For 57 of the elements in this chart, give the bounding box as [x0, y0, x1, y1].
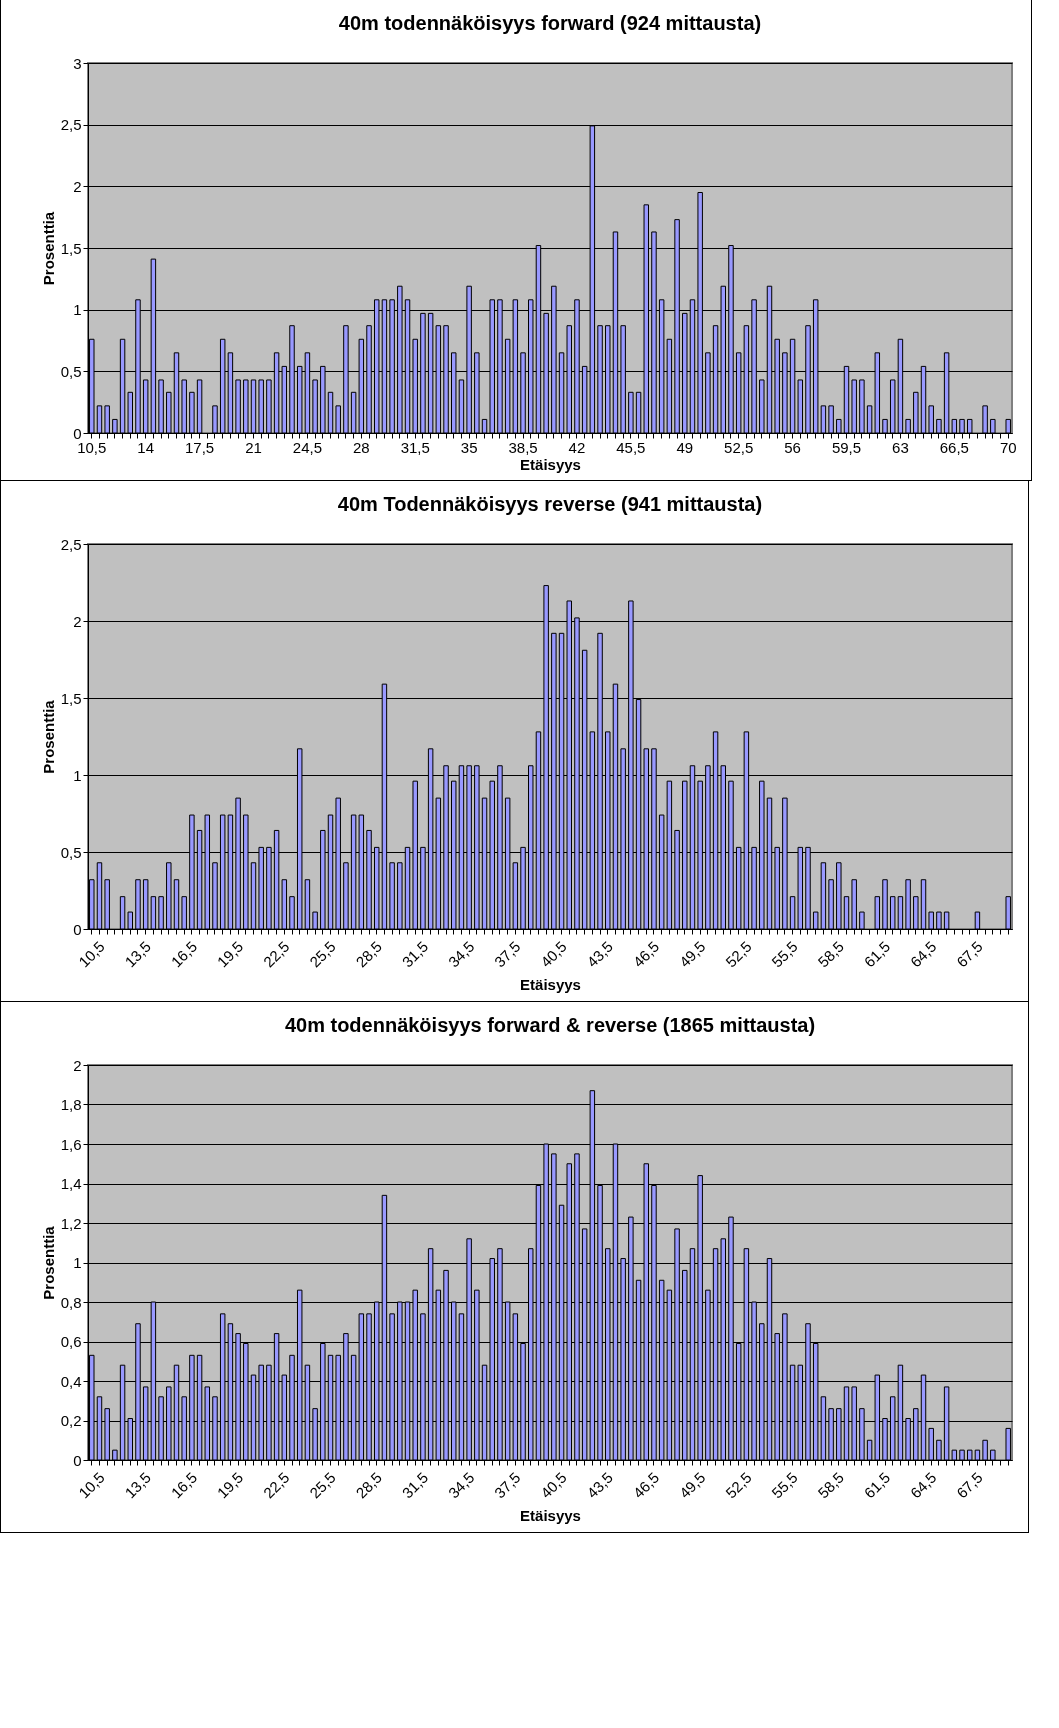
- y-tick-label: 1,5: [60, 239, 82, 257]
- y-tick-label: 2: [73, 1056, 82, 1074]
- x-tick-label: 66,5: [939, 438, 969, 456]
- y-tick-label: 0: [73, 1451, 82, 1469]
- y-tick-label: 0,2: [60, 1412, 82, 1429]
- y-tick-label: 0: [73, 920, 82, 938]
- x-tick-label: 52,5: [724, 438, 754, 456]
- x-tick-label: 42: [568, 438, 586, 456]
- y-tick-label: 0,4: [60, 1372, 82, 1390]
- x-tick-label: 24,5: [292, 438, 323, 456]
- x-tick-label: 14: [137, 438, 155, 456]
- x-tick-label: 40,5: [537, 937, 570, 971]
- y-tick-label: 3: [73, 54, 82, 72]
- x-tick-label: 31,5: [400, 438, 430, 456]
- x-tick-label: 59,5: [831, 438, 862, 456]
- y-tick-label: 2,5: [60, 116, 82, 134]
- x-tick-label: 56: [784, 438, 801, 456]
- y-tick-label: 0,5: [60, 843, 82, 861]
- y-tick-label: 1: [73, 301, 82, 319]
- x-tick-label: 21: [245, 438, 262, 456]
- y-tick-label: 1,2: [60, 1214, 82, 1232]
- y-tick-label: 1,4: [60, 1175, 82, 1192]
- x-axis-title: Etäisyys: [520, 976, 581, 994]
- chart-title: 40m Todennäköisyys reverse (941 mittausta): [337, 493, 763, 515]
- y-tick-label: 0,5: [60, 362, 82, 380]
- x-tick-label: 43,5: [583, 1468, 617, 1502]
- y-axis-title: Prosenttia: [39, 1225, 57, 1300]
- x-tick-label: 45,5: [616, 438, 646, 456]
- x-tick-label: 28: [352, 438, 370, 456]
- x-tick-label: 38,5: [508, 438, 538, 456]
- x-axis-title: Etäisyys: [520, 455, 581, 473]
- y-axis-title: Prosenttia: [39, 699, 57, 774]
- y-tick-label: 1,8: [60, 1096, 82, 1113]
- x-tick-label: 70: [999, 438, 1017, 456]
- y-tick-label: 1,5: [60, 689, 82, 707]
- x-tick-label: 49,5: [675, 937, 709, 971]
- x-tick-label: 49,5: [675, 1468, 709, 1502]
- y-tick-label: 2: [73, 612, 82, 630]
- y-tick-label: 2: [73, 177, 82, 195]
- y-tick-label: 1: [73, 766, 82, 784]
- x-tick-label: 46,5: [629, 1468, 663, 1502]
- x-tick-label: 49: [676, 438, 694, 456]
- chart-title: 40m todennäköisyys forward & reverse (1865 mittausta): [284, 1014, 816, 1036]
- y-axis-title: Prosenttia: [39, 211, 57, 286]
- x-tick-label: 35: [460, 438, 478, 456]
- x-tick-label: 63: [892, 438, 909, 456]
- x-tick-label: 40,5: [537, 1468, 570, 1502]
- x-tick-label: 17,5: [184, 438, 215, 456]
- chart-title: 40m todennäköisyys forward (924 mittausta): [338, 12, 762, 34]
- x-tick-label: 43,5: [583, 937, 617, 971]
- y-tick-label: 0,8: [60, 1293, 82, 1311]
- x-tick-label: 46,5: [629, 937, 663, 971]
- y-tick-label: 0,6: [60, 1333, 82, 1350]
- y-tick-label: 1,6: [60, 1135, 82, 1153]
- y-tick-label: 2,5: [60, 535, 82, 553]
- y-tick-label: 1: [73, 1254, 82, 1271]
- x-axis-title: Etäisyys: [520, 1507, 581, 1525]
